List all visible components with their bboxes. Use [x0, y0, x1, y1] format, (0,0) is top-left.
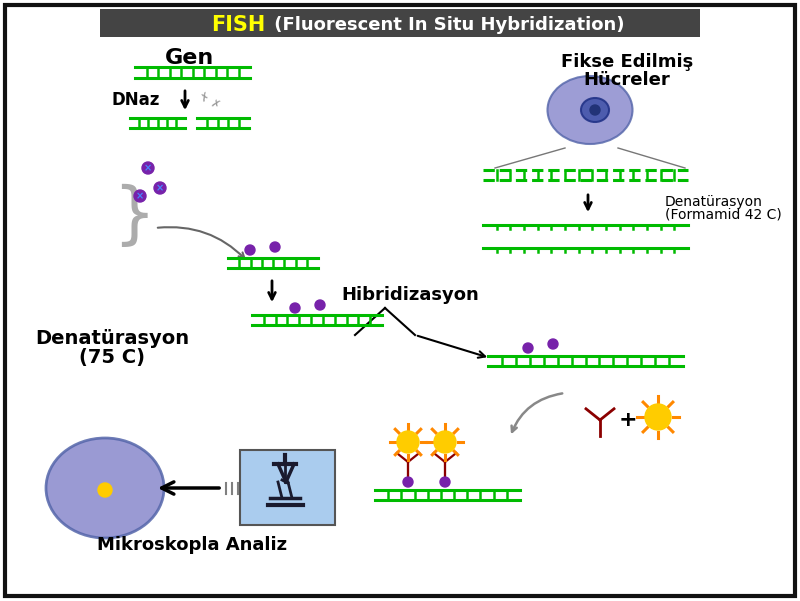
Text: (Formamid 42 C): (Formamid 42 C) [665, 208, 782, 222]
Circle shape [590, 105, 600, 115]
Text: ×: × [156, 183, 164, 193]
Circle shape [154, 182, 166, 194]
Circle shape [290, 303, 300, 313]
Text: ×: × [144, 163, 152, 173]
Circle shape [397, 431, 419, 453]
Circle shape [245, 245, 255, 255]
Bar [100, 9, 700, 37]
Text: (Fluorescent In Situ Hybridization): (Fluorescent In Situ Hybridization) [268, 16, 625, 34]
Circle shape [315, 300, 325, 310]
Circle shape [645, 404, 671, 430]
Text: (75 C): (75 C) [79, 349, 145, 367]
Bar [240, 450, 335, 525]
Ellipse shape [46, 438, 164, 538]
Text: Gen: Gen [166, 48, 214, 68]
Text: +: + [618, 410, 638, 430]
Circle shape [403, 477, 413, 487]
Circle shape [142, 162, 154, 174]
Text: FISH: FISH [210, 15, 265, 35]
Circle shape [270, 242, 280, 252]
Circle shape [98, 483, 112, 497]
Circle shape [548, 339, 558, 349]
Text: ✗: ✗ [209, 99, 221, 111]
Text: {: { [97, 179, 139, 245]
Circle shape [134, 190, 146, 202]
Text: Denatürasyon: Denatürasyon [665, 195, 763, 209]
Text: Denatürasyon: Denatürasyon [35, 329, 189, 347]
Circle shape [440, 477, 450, 487]
Text: Hücreler: Hücreler [584, 71, 670, 89]
Text: Mikroskopla Analiz: Mikroskopla Analiz [97, 536, 287, 554]
Text: Hibridizasyon: Hibridizasyon [341, 286, 479, 304]
Circle shape [434, 431, 456, 453]
Text: ×: × [136, 191, 144, 201]
Circle shape [523, 343, 533, 353]
Text: ✗: ✗ [198, 90, 211, 104]
Ellipse shape [581, 98, 609, 122]
Ellipse shape [547, 76, 633, 144]
Text: Fikse Edilmiş: Fikse Edilmiş [561, 53, 693, 71]
Text: DNaz: DNaz [112, 91, 160, 109]
